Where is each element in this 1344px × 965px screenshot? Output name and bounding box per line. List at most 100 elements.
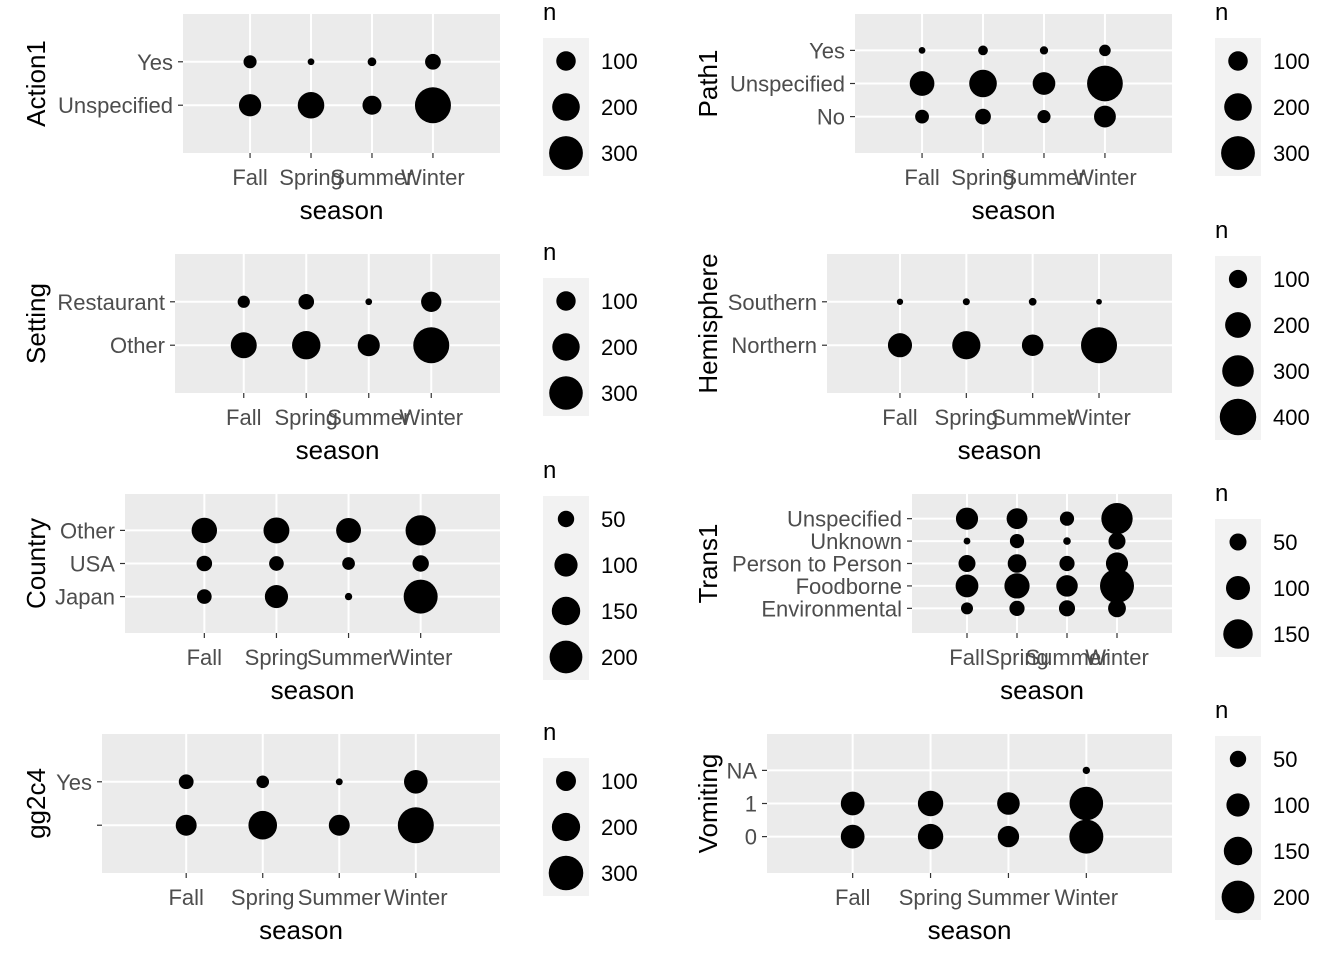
- x-tick-label: Winter: [1055, 885, 1119, 910]
- data-point: [1004, 573, 1030, 599]
- x-tick-label: Summer: [1002, 165, 1085, 190]
- size-legend: n 50 100 150 200: [543, 457, 638, 680]
- data-point: [896, 298, 904, 305]
- data-point: [425, 53, 441, 70]
- size-legend: n 100 200 300: [543, 0, 638, 176]
- data-point: [292, 331, 321, 360]
- y-tick-label: USA: [70, 552, 116, 577]
- legend-symbol: [1221, 136, 1255, 170]
- legend-label: 100: [601, 769, 638, 794]
- data-point: [230, 332, 257, 359]
- data-point: [397, 807, 434, 844]
- legend-label: 300: [601, 861, 638, 886]
- data-point: [243, 55, 257, 69]
- data-point: [362, 95, 382, 115]
- data-point: [1059, 555, 1075, 572]
- data-point: [1009, 533, 1025, 549]
- data-point: [887, 333, 913, 358]
- data-point: [367, 57, 377, 67]
- x-tick-label: Fall: [835, 885, 870, 910]
- data-point: [1082, 766, 1090, 775]
- data-point: [298, 293, 315, 310]
- x-tick-label: Winter: [384, 885, 448, 910]
- data-point: [196, 589, 212, 604]
- legend-label: 150: [601, 599, 638, 624]
- data-point: [1058, 600, 1076, 617]
- data-point: [1101, 502, 1133, 535]
- data-point: [1056, 575, 1078, 597]
- legend-symbol: [1223, 619, 1253, 649]
- data-point: [248, 810, 278, 840]
- x-tick-label: Summer: [330, 165, 413, 190]
- x-tick-label: Winter: [1085, 645, 1149, 670]
- data-point: [960, 602, 974, 615]
- data-point: [256, 775, 270, 789]
- size-legend: n 100 200 300: [543, 719, 638, 896]
- legend-title: n: [543, 239, 556, 266]
- chart-panel-7: Fall Spring Summer Winter Yes season gg2c4 n 100…: [21, 719, 638, 945]
- data-point: [963, 537, 971, 545]
- data-point: [263, 517, 290, 544]
- y-tick-label: Other: [110, 333, 165, 358]
- data-point: [328, 814, 350, 836]
- legend-label: 100: [601, 289, 638, 314]
- legend-symbol: [556, 771, 576, 791]
- data-point: [1032, 72, 1056, 95]
- x-tick-label: Spring: [274, 405, 338, 430]
- x-tick-label: Summer: [327, 405, 410, 430]
- y-axis-title: Hemisphere: [693, 253, 723, 393]
- x-tick-label: Fall: [949, 645, 984, 670]
- data-point: [1037, 110, 1051, 124]
- x-axis-title: season: [300, 195, 384, 225]
- data-point: [196, 555, 213, 572]
- legend-title: n: [1215, 217, 1228, 244]
- y-tick-label: Northern: [731, 333, 817, 358]
- legend-label: 200: [601, 335, 638, 360]
- size-legend: n 100 200 300: [543, 239, 638, 416]
- data-point: [997, 825, 1020, 848]
- x-axis-title: season: [296, 435, 380, 465]
- data-point: [403, 579, 438, 614]
- data-point: [1059, 511, 1075, 526]
- data-point: [909, 71, 935, 96]
- y-tick-label: Other: [60, 518, 115, 543]
- x-tick-label: Spring: [951, 165, 1015, 190]
- legend-symbol: [554, 553, 578, 577]
- data-point: [962, 298, 970, 306]
- data-point: [840, 791, 865, 816]
- y-tick-label: Unspecified: [730, 72, 845, 97]
- y-tick-label: Yes: [809, 38, 845, 63]
- legend-symbol: [1222, 355, 1254, 387]
- data-point: [357, 334, 380, 357]
- data-point: [1100, 568, 1134, 603]
- legend-title: n: [1215, 697, 1228, 724]
- y-axis-title: Trans1: [693, 524, 723, 604]
- x-tick-label: Winter: [399, 405, 463, 430]
- data-point: [1108, 532, 1126, 550]
- size-legend: n 50 100 150: [1215, 480, 1310, 657]
- data-point: [1087, 65, 1123, 102]
- legend-symbol: [1228, 269, 1248, 289]
- data-point: [1108, 599, 1126, 618]
- y-tick-label: 1: [745, 792, 757, 817]
- data-point: [264, 585, 289, 609]
- legend-label: 50: [1273, 530, 1297, 555]
- legend-symbol: [556, 51, 576, 71]
- y-tick-label: Unknown: [810, 529, 902, 554]
- x-axis-title: season: [972, 195, 1056, 225]
- data-point: [1006, 508, 1028, 530]
- legend-symbol: [1219, 398, 1257, 436]
- data-point: [1009, 600, 1025, 616]
- legend-symbol: [549, 136, 583, 170]
- x-tick-label: Spring: [245, 645, 309, 670]
- x-tick-label: Spring: [985, 645, 1049, 670]
- legend-label: 50: [1273, 747, 1297, 772]
- x-tick-label: Fall: [882, 405, 917, 430]
- legend-symbol: [549, 640, 583, 674]
- data-point: [975, 108, 991, 125]
- data-point: [1069, 819, 1104, 854]
- legend-symbol: [549, 376, 583, 410]
- x-tick-label: Spring: [279, 165, 343, 190]
